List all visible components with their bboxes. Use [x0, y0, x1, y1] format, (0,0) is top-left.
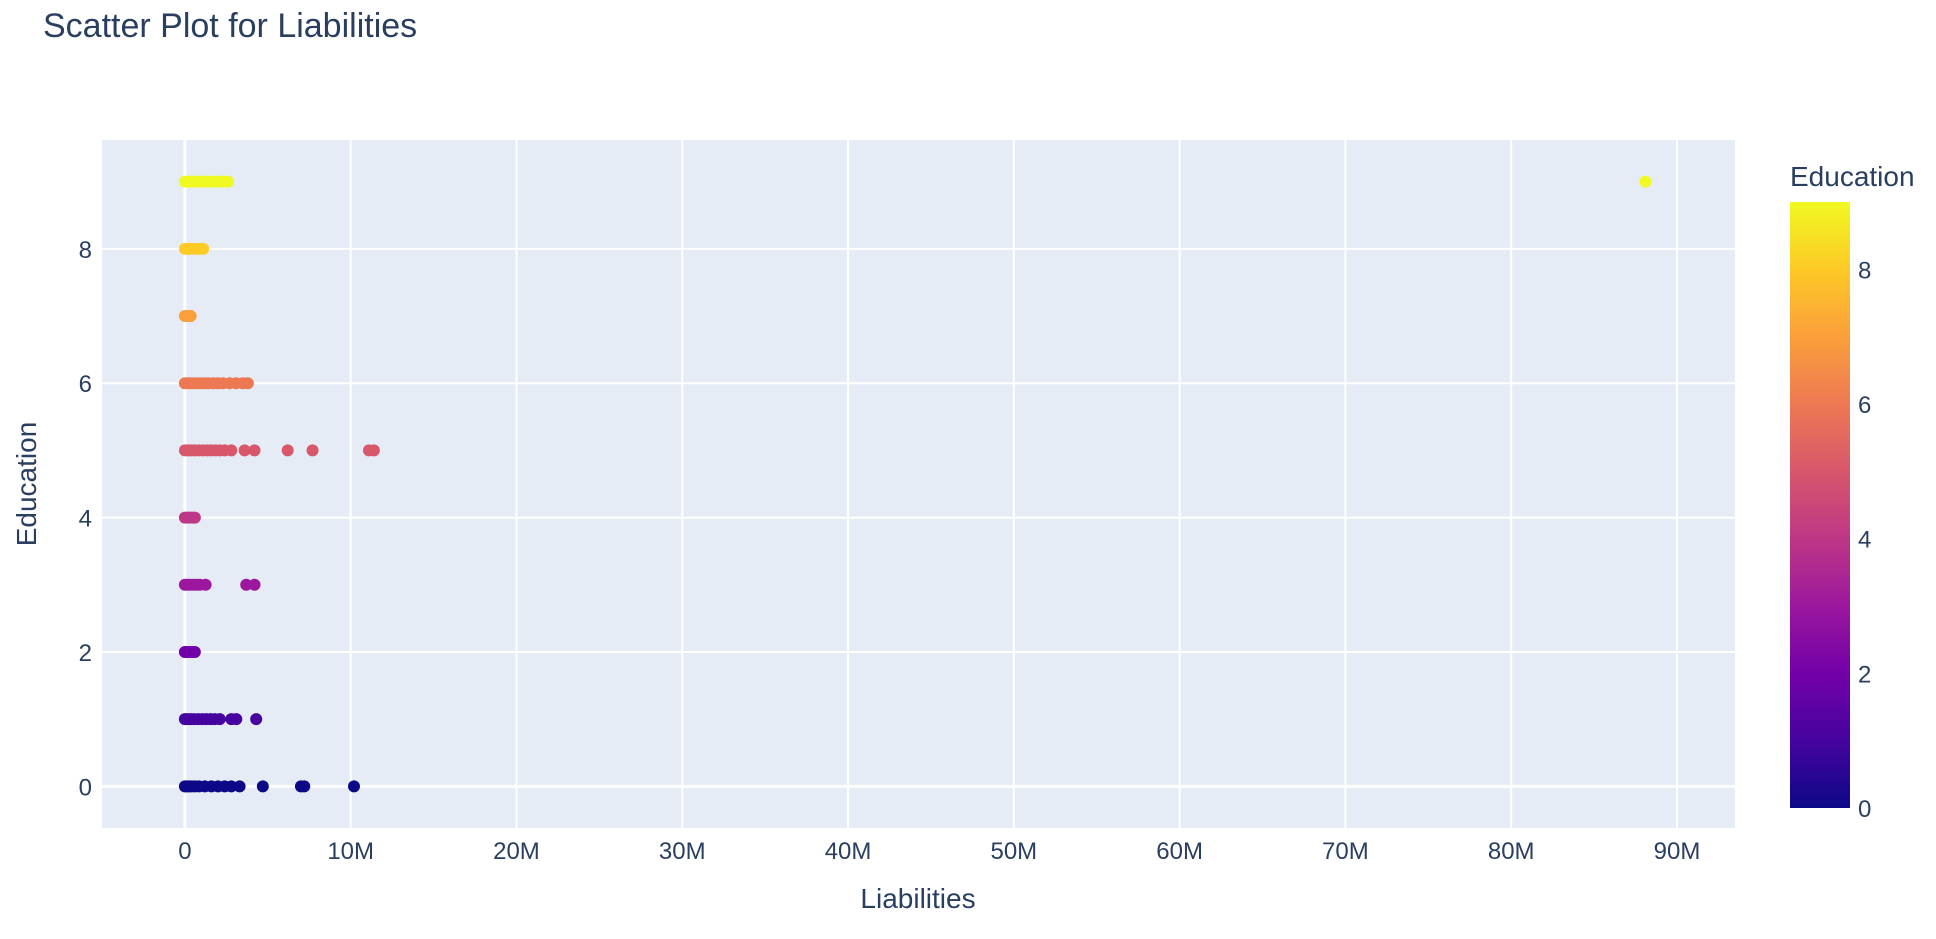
colorbar-tick-label: 2	[1858, 661, 1871, 688]
data-point	[367, 444, 380, 457]
y-tick-label: 0	[79, 774, 92, 801]
x-tick-label: 0	[178, 838, 191, 865]
data-point	[199, 578, 212, 591]
data-point	[213, 713, 226, 726]
data-point	[281, 444, 294, 457]
x-tick-label: 20M	[493, 838, 540, 865]
data-point	[241, 377, 254, 390]
data-point	[225, 444, 238, 457]
grid-lines	[102, 140, 1735, 828]
data-point	[248, 578, 261, 591]
colorbar-ticks: 0 2 4 6 8	[1858, 257, 1871, 823]
data-points	[178, 175, 1652, 793]
data-point	[298, 780, 311, 793]
y-axis-ticks: 0 2 4 6 8	[79, 237, 92, 802]
colorbar	[1790, 202, 1850, 808]
x-tick-label: 70M	[1322, 838, 1369, 865]
x-tick-label: 30M	[659, 838, 706, 865]
x-tick-label: 90M	[1654, 838, 1701, 865]
colorbar-tick-label: 6	[1858, 392, 1871, 419]
data-point	[225, 780, 238, 793]
y-axis-label: Education	[11, 422, 42, 547]
y-tick-label: 2	[79, 640, 92, 667]
data-point	[238, 444, 251, 457]
data-point	[248, 444, 261, 457]
data-point	[230, 713, 243, 726]
y-tick-label: 8	[79, 237, 92, 264]
data-point	[256, 780, 269, 793]
data-point	[250, 713, 263, 726]
data-point	[306, 444, 319, 457]
data-point	[233, 780, 246, 793]
data-point	[1639, 175, 1652, 188]
data-point	[188, 511, 201, 524]
y-tick-label: 4	[79, 506, 92, 533]
data-point	[347, 780, 360, 793]
plot-area	[102, 140, 1735, 828]
data-point	[240, 578, 253, 591]
x-tick-label: 60M	[1156, 838, 1203, 865]
x-tick-label: 40M	[825, 838, 872, 865]
data-point	[221, 175, 234, 188]
x-tick-label: 50M	[990, 838, 1037, 865]
x-axis-label: Liabilities	[860, 883, 975, 914]
chart-title: Scatter Plot for Liabilities	[43, 7, 417, 45]
colorbar-tick-label: 4	[1858, 527, 1871, 554]
x-axis-ticks: 0 10M 20M 30M 40M 50M 60M 70M 80M 90M	[178, 838, 1700, 865]
data-point	[197, 242, 210, 255]
colorbar-tick-label: 8	[1858, 257, 1871, 284]
x-tick-label: 10M	[327, 838, 374, 865]
data-point	[184, 310, 197, 323]
colorbar-tick-label: 0	[1858, 796, 1871, 823]
data-point	[188, 645, 201, 658]
y-tick-label: 6	[79, 371, 92, 398]
colorbar-title: Education	[1790, 161, 1915, 192]
x-tick-label: 80M	[1488, 838, 1535, 865]
